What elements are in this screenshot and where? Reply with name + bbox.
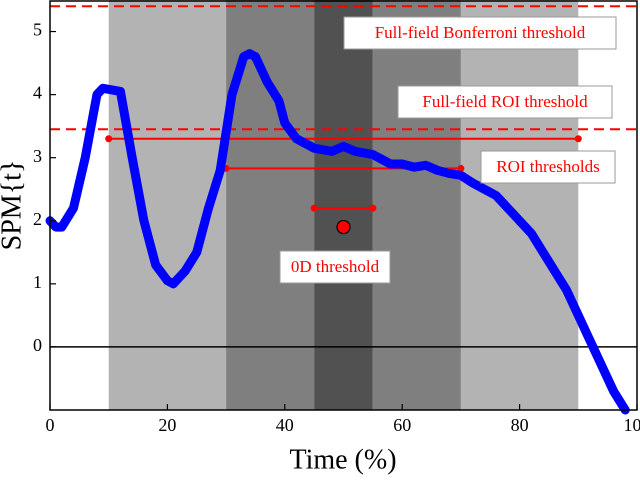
roi-threshold-end	[457, 164, 465, 172]
y-tick-label: 0	[33, 335, 42, 355]
x-axis-label: Time (%)	[289, 444, 396, 475]
x-tick-label: 20	[158, 415, 176, 435]
annotation: 0D threshold	[291, 257, 380, 276]
annotation-box	[343, 16, 617, 50]
roi-threshold-end	[574, 135, 582, 143]
x-tick-label: 0	[46, 415, 55, 435]
y-tick-label: 2	[33, 209, 42, 229]
plot-frame	[49, 0, 638, 411]
annotation: ROI thresholds	[496, 157, 599, 176]
roi-threshold-end	[105, 135, 113, 143]
annotation: Full-field ROI threshold	[422, 92, 588, 111]
spm-curve	[45, 49, 630, 415]
y-axis-label: SPM{t}	[0, 160, 27, 251]
x-tick-label: 40	[276, 415, 294, 435]
y-tick-label: 4	[33, 83, 42, 103]
zero-d-threshold-end	[369, 204, 377, 212]
annotation-box	[279, 250, 391, 284]
y-tick-label: 1	[33, 272, 42, 292]
x-tick-label: 80	[511, 415, 529, 435]
region	[372, 0, 461, 410]
region	[460, 0, 579, 410]
annotation-box	[397, 85, 613, 119]
y-tick-label: 3	[33, 146, 42, 166]
x-tick-label: 60	[393, 415, 411, 435]
annotation: Full-field Bonferroni threshold	[375, 23, 586, 42]
zero-d-point	[336, 219, 351, 235]
region	[314, 0, 373, 410]
y-tick-label: 5	[33, 20, 42, 40]
annotation-box	[480, 150, 616, 184]
zero-d-threshold-end	[310, 204, 318, 212]
x-tick-label: 100	[624, 415, 640, 435]
